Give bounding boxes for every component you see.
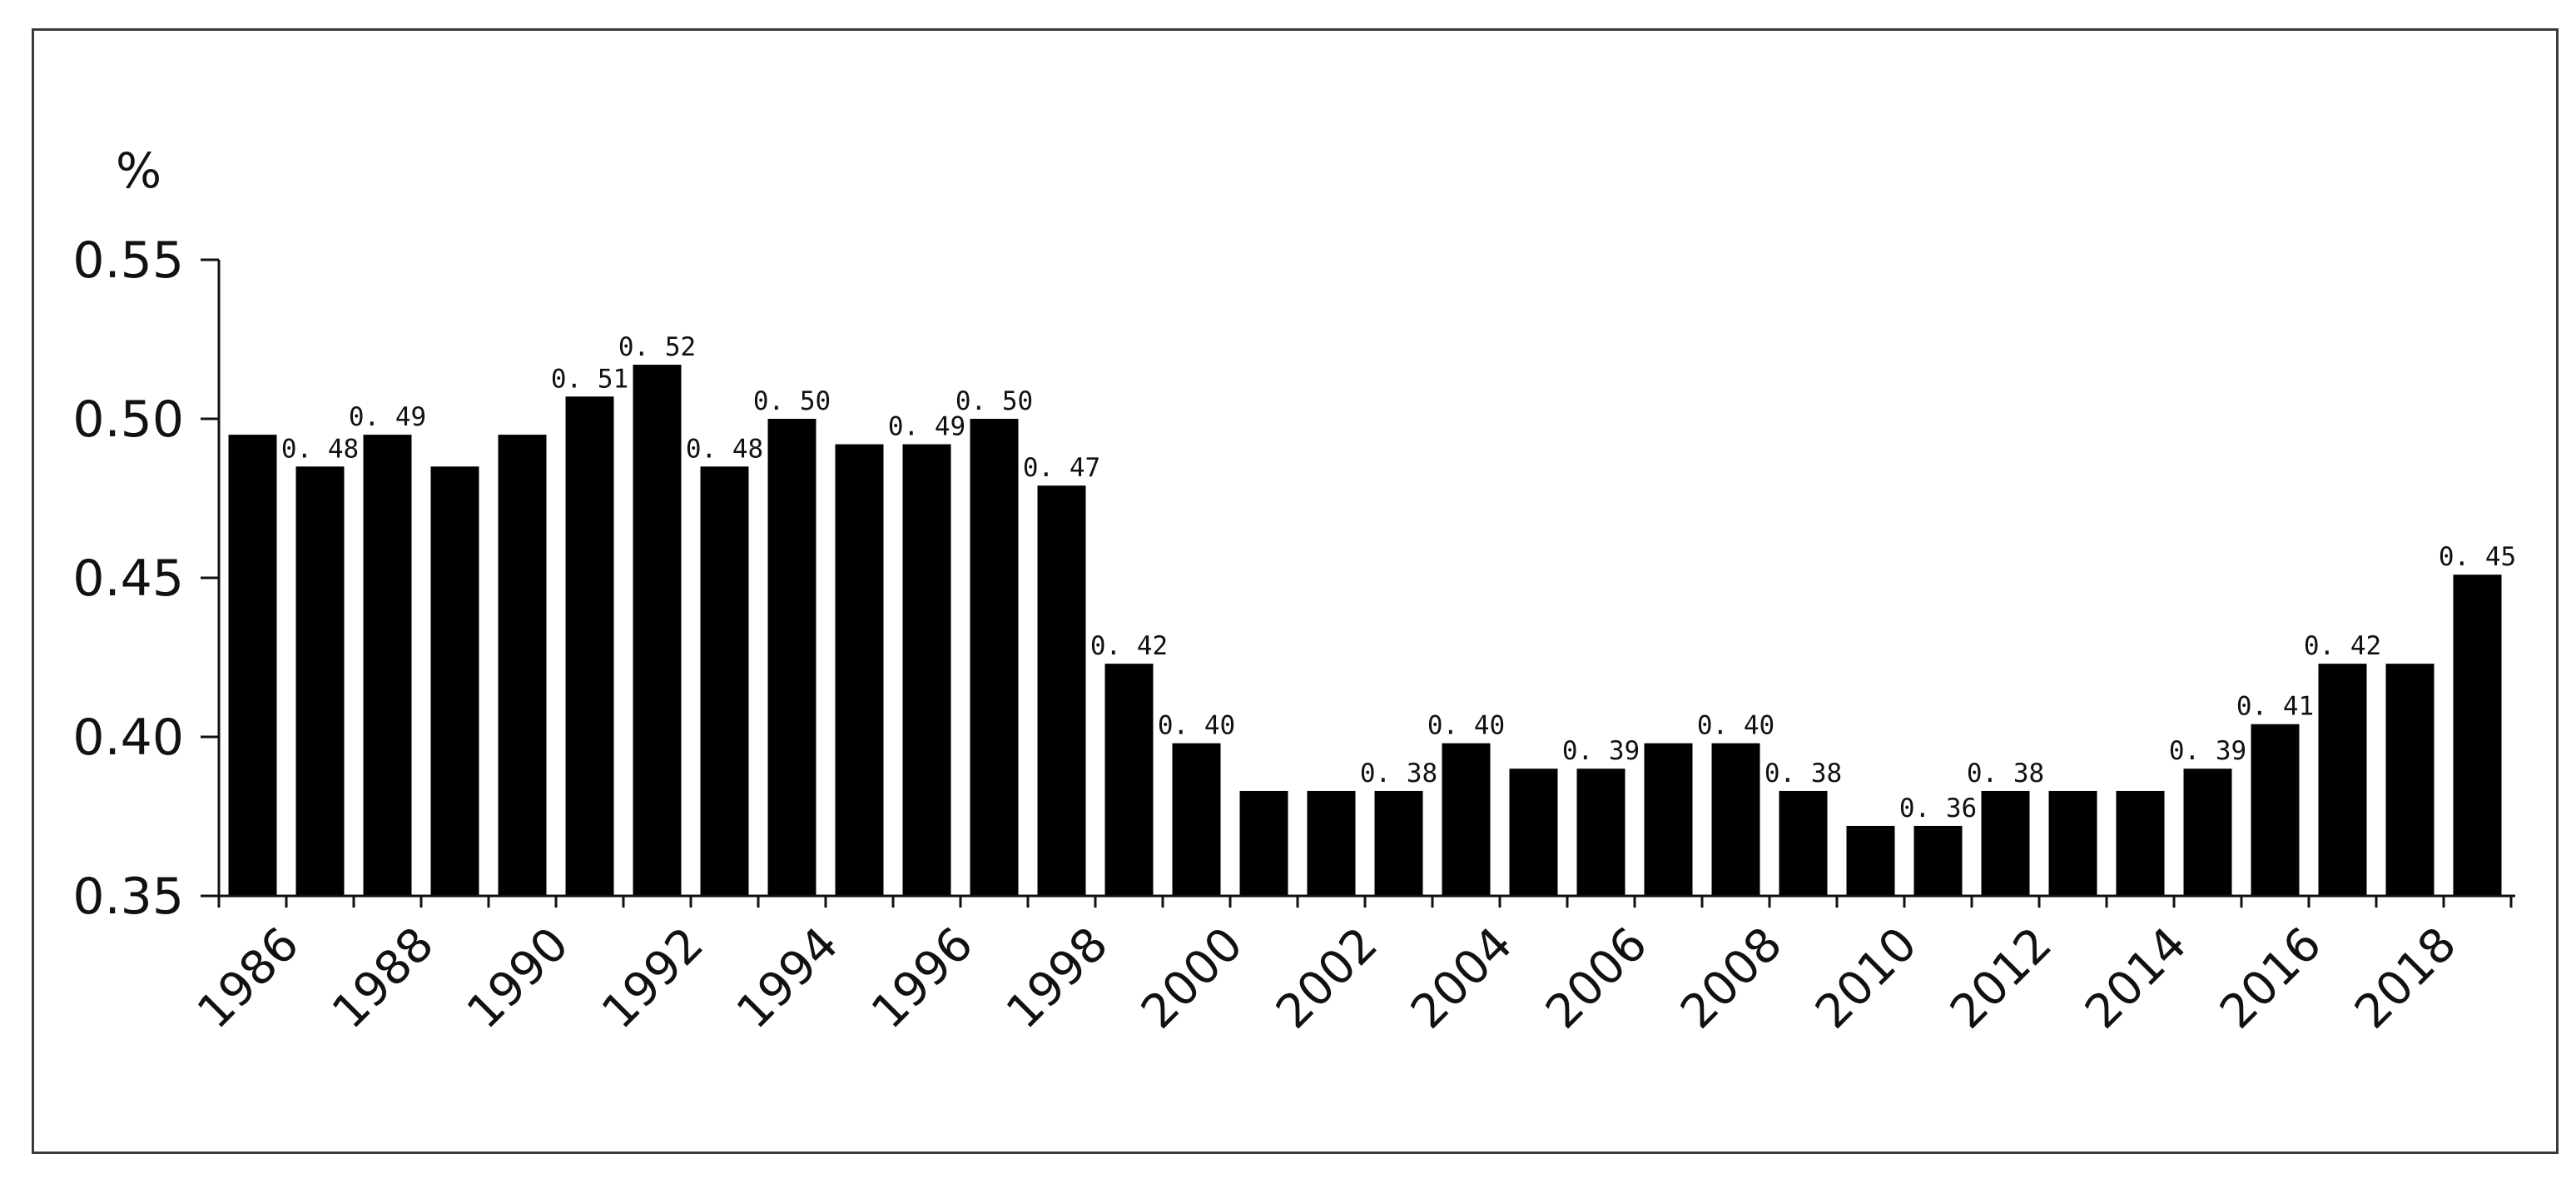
bar-2001 bbox=[1239, 790, 1288, 896]
data-label-2004: 0. 40 bbox=[1427, 711, 1505, 741]
bars bbox=[228, 365, 2502, 896]
x-tick-label-2010: 2010 bbox=[1805, 918, 1928, 1040]
y-tick-label: 0.40 bbox=[72, 709, 184, 767]
x-tick-label-2000: 2000 bbox=[1131, 918, 1253, 1040]
data-label-2006: 0. 39 bbox=[1562, 736, 1640, 766]
x-tick-label-2002: 2002 bbox=[1266, 918, 1388, 1040]
data-label-2017: 0. 42 bbox=[2304, 631, 2381, 661]
data-label-1997: 0. 50 bbox=[955, 386, 1033, 416]
bar-2009 bbox=[1779, 790, 1828, 896]
y-tick-label: 0.35 bbox=[72, 868, 184, 926]
bar-1997 bbox=[970, 419, 1019, 896]
bar-2018 bbox=[2385, 664, 2435, 896]
bar-2002 bbox=[1307, 790, 1356, 896]
data-label-2015: 0. 39 bbox=[2169, 736, 2246, 766]
data-label-1994: 0. 50 bbox=[753, 386, 831, 416]
x-tick-label-2008: 2008 bbox=[1670, 918, 1793, 1040]
bar-1999 bbox=[1104, 664, 1154, 896]
y-unit-label: % bbox=[116, 142, 161, 199]
x-tick-label-2016: 2016 bbox=[2210, 918, 2332, 1040]
data-label-1998: 0. 47 bbox=[1023, 453, 1100, 483]
bar-1994 bbox=[767, 419, 816, 896]
bar-1986 bbox=[228, 435, 277, 896]
bar-2013 bbox=[2048, 790, 2097, 896]
y-tick-label: 0.55 bbox=[72, 231, 184, 290]
x-tick-label-1986: 1986 bbox=[187, 918, 310, 1040]
bar-chart: 0.350.400.450.500.55 0. 480. 490. 510. 5… bbox=[72, 142, 2516, 1040]
x-tick-label-1996: 1996 bbox=[861, 918, 984, 1040]
bar-2005 bbox=[1509, 769, 1558, 896]
bar-1993 bbox=[700, 466, 749, 896]
x-tick-label-2012: 2012 bbox=[1940, 918, 2062, 1040]
bar-2011 bbox=[1913, 825, 1963, 896]
data-label-1993: 0. 48 bbox=[686, 434, 763, 464]
x-axis: 1986 1988 1990 1992 1994 1996 1998 2000 2002 2004… bbox=[187, 894, 2515, 1040]
bar-1992 bbox=[633, 365, 682, 896]
bar-2010 bbox=[1846, 825, 1895, 896]
x-tick-label-1990: 1990 bbox=[457, 918, 579, 1040]
y-tick-label: 0.50 bbox=[72, 391, 184, 449]
chart-frame: 0.35 0.40 0.45 0.50 0.55 0. 48 0. 49 0. 51 0. 5… bbox=[32, 28, 2559, 1154]
bar-2007 bbox=[1644, 743, 1693, 896]
bar-1995 bbox=[835, 444, 884, 896]
bar-1998 bbox=[1037, 485, 1086, 896]
bar-2016 bbox=[2251, 724, 2300, 896]
bar-1989 bbox=[430, 466, 479, 896]
data-label-2003: 0. 38 bbox=[1360, 759, 1437, 789]
bar-1990 bbox=[498, 435, 547, 896]
data-label-1988: 0. 49 bbox=[349, 402, 426, 432]
data-label-1992: 0. 52 bbox=[618, 332, 696, 362]
bar-2003 bbox=[1374, 790, 1423, 896]
data-label-1999: 0. 42 bbox=[1090, 631, 1168, 661]
data-label-2012: 0. 38 bbox=[1967, 759, 2044, 789]
data-label-2009: 0. 38 bbox=[1764, 759, 1842, 789]
bar-2012 bbox=[1981, 790, 2030, 896]
x-tick-label-2014: 2014 bbox=[2075, 918, 2197, 1040]
bar-2008 bbox=[1711, 743, 1760, 896]
x-tick-label-2004: 2004 bbox=[1401, 918, 1523, 1040]
bar-2000 bbox=[1172, 743, 1221, 896]
bar-2019 bbox=[2453, 575, 2502, 896]
data-label-1987: 0. 48 bbox=[281, 434, 359, 464]
data-label-2008: 0. 40 bbox=[1697, 711, 1774, 741]
data-labels: 0. 480. 490. 510. 520. 480. 500. 490. 50… bbox=[281, 332, 2516, 823]
x-tick-label-1994: 1994 bbox=[727, 918, 849, 1040]
x-tick-label-2018: 2018 bbox=[2345, 918, 2467, 1040]
bar-1988 bbox=[363, 435, 412, 896]
bar-1991 bbox=[565, 396, 614, 896]
data-label-2000: 0. 40 bbox=[1158, 711, 1235, 741]
x-tick-label-1998: 1998 bbox=[996, 918, 1119, 1040]
bar-1987 bbox=[295, 466, 345, 896]
bar-2006 bbox=[1576, 769, 1626, 896]
bar-2004 bbox=[1442, 743, 1491, 896]
bar-2015 bbox=[2183, 769, 2232, 896]
y-axis: 0.35 0.40 0.45 0.50 0.55 bbox=[72, 231, 221, 926]
bar-1996 bbox=[902, 444, 951, 896]
bar-2014 bbox=[2116, 790, 2165, 896]
data-label-2016: 0. 41 bbox=[2236, 692, 2314, 722]
y-tick-label: 0.45 bbox=[72, 550, 184, 608]
x-tick-label-1988: 1988 bbox=[322, 918, 444, 1040]
data-label-1996: 0. 49 bbox=[888, 412, 965, 442]
data-label-2011: 0. 36 bbox=[1899, 793, 1977, 823]
data-label-2019: 0. 45 bbox=[2439, 542, 2516, 572]
x-tick-label-2006: 2006 bbox=[1536, 918, 1658, 1040]
data-label-1991: 0. 51 bbox=[551, 364, 628, 394]
bar-2017 bbox=[2318, 664, 2367, 896]
x-tick-label-1992: 1992 bbox=[592, 918, 714, 1040]
